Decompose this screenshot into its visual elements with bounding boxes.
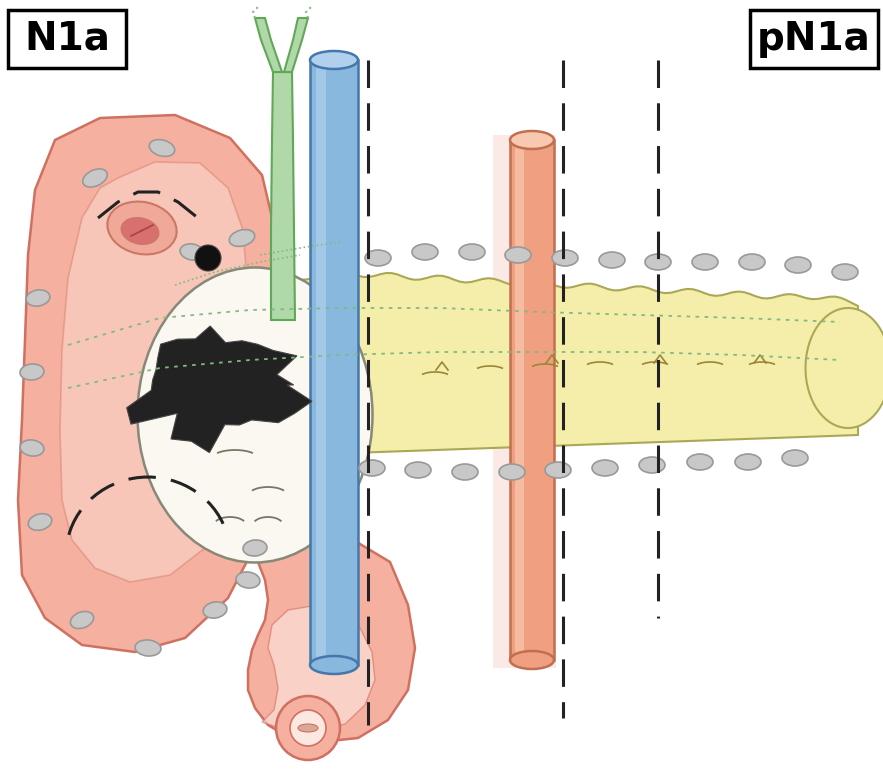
- Polygon shape: [248, 528, 415, 742]
- Circle shape: [276, 696, 340, 760]
- Ellipse shape: [310, 51, 358, 69]
- Ellipse shape: [236, 572, 260, 588]
- Ellipse shape: [135, 640, 161, 656]
- Circle shape: [290, 710, 326, 746]
- Bar: [515, 140, 524, 660]
- Ellipse shape: [782, 450, 808, 466]
- Polygon shape: [262, 606, 375, 732]
- Bar: [310, 60, 358, 665]
- Ellipse shape: [510, 651, 554, 669]
- Text: pN1a: pN1a: [757, 20, 871, 58]
- Polygon shape: [126, 326, 312, 453]
- Ellipse shape: [505, 247, 531, 263]
- Ellipse shape: [832, 264, 858, 280]
- Ellipse shape: [599, 252, 625, 268]
- Ellipse shape: [20, 440, 44, 456]
- Bar: [8, 10, 126, 68]
- Ellipse shape: [71, 611, 94, 628]
- Polygon shape: [50, 305, 860, 410]
- Ellipse shape: [298, 724, 318, 732]
- Ellipse shape: [499, 464, 525, 480]
- Ellipse shape: [108, 201, 177, 254]
- Ellipse shape: [592, 460, 618, 476]
- Ellipse shape: [452, 464, 478, 480]
- Polygon shape: [18, 115, 280, 652]
- Ellipse shape: [735, 454, 761, 470]
- Ellipse shape: [26, 290, 50, 306]
- Ellipse shape: [785, 257, 811, 273]
- Ellipse shape: [412, 244, 438, 260]
- Ellipse shape: [138, 268, 373, 563]
- Ellipse shape: [180, 244, 204, 260]
- Text: N1a: N1a: [24, 20, 110, 58]
- Ellipse shape: [545, 462, 571, 478]
- Ellipse shape: [405, 462, 431, 478]
- Ellipse shape: [203, 602, 227, 618]
- Ellipse shape: [639, 457, 665, 473]
- Ellipse shape: [552, 250, 578, 266]
- Ellipse shape: [805, 308, 883, 428]
- Ellipse shape: [739, 254, 765, 270]
- Ellipse shape: [459, 244, 485, 260]
- Bar: [750, 10, 878, 68]
- Circle shape: [195, 245, 221, 271]
- Ellipse shape: [365, 250, 391, 266]
- Ellipse shape: [310, 656, 358, 674]
- Ellipse shape: [121, 217, 159, 244]
- Polygon shape: [271, 72, 295, 320]
- Bar: [510, 140, 554, 660]
- Ellipse shape: [243, 540, 267, 556]
- Ellipse shape: [359, 460, 385, 476]
- Ellipse shape: [510, 131, 554, 149]
- Ellipse shape: [645, 254, 671, 270]
- Polygon shape: [284, 18, 308, 72]
- Bar: [316, 60, 326, 665]
- Ellipse shape: [28, 513, 52, 530]
- Polygon shape: [255, 18, 282, 72]
- Ellipse shape: [83, 169, 107, 187]
- Polygon shape: [295, 271, 858, 455]
- Ellipse shape: [230, 230, 254, 247]
- Polygon shape: [60, 162, 248, 582]
- Ellipse shape: [692, 254, 718, 270]
- Ellipse shape: [20, 364, 44, 380]
- Ellipse shape: [149, 140, 175, 157]
- Polygon shape: [493, 135, 556, 668]
- Ellipse shape: [687, 454, 713, 470]
